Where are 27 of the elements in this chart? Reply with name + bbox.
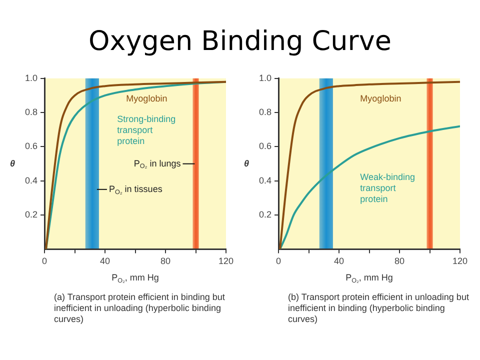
x-tick-label: 40	[100, 256, 110, 266]
series-label: Myoglobin	[360, 93, 402, 104]
x-tick-label: 120	[218, 256, 234, 266]
y-tick-label: 0.8	[258, 107, 272, 118]
text: Strong-binding transport protein	[117, 114, 176, 146]
y-tick-label: 0.2	[258, 210, 272, 220]
x-tick-label: 0	[42, 256, 48, 266]
y-tick-label: 0.4	[24, 175, 38, 186]
y-tick-label: 0.6	[258, 141, 272, 152]
x-tick-label: 80	[160, 256, 171, 266]
series-label: Weak-binding transport protein	[360, 172, 416, 204]
y-axis-title: θ	[10, 158, 16, 168]
x-tick-label: 80	[394, 256, 405, 266]
y-tick-label: 0.8	[24, 107, 38, 118]
y-tick-label: 0.2	[24, 210, 38, 220]
x-tick-label: 120	[452, 256, 468, 266]
chart-title: Oxygen Binding Curve	[88, 26, 392, 57]
y-tick-label: 1.0	[24, 72, 38, 83]
text: (a) Transport protein efficient in binding but inefficient in unloading (hyperbolic binding curves)	[54, 292, 226, 325]
y-tick-label: 1.0	[258, 72, 272, 83]
x-tick-label: 40	[334, 256, 344, 266]
y-axis-title: θ	[244, 158, 250, 168]
y-tick-label: 0.4	[258, 175, 272, 186]
series-label: Myoglobin	[126, 93, 168, 104]
y-tick-label: 0.6	[24, 141, 38, 152]
text: (b) Transport protein efficient in unloading but inefficient in binding (hyperbolic binding curves)	[288, 292, 470, 325]
x-tick-label: 0	[276, 256, 282, 266]
